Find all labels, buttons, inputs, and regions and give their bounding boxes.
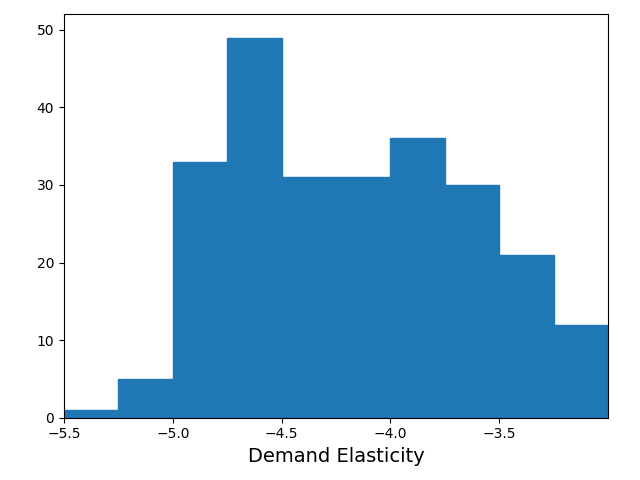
Bar	[336, 177, 390, 418]
Bar	[118, 379, 173, 418]
Bar	[173, 162, 227, 418]
Bar	[64, 410, 118, 418]
X-axis label: Demand Elasticity: Demand Elasticity	[248, 447, 424, 466]
Bar	[554, 324, 608, 418]
Bar	[499, 255, 554, 418]
Bar	[445, 185, 499, 418]
Bar	[282, 177, 336, 418]
Bar	[390, 138, 445, 418]
Bar	[227, 37, 282, 418]
